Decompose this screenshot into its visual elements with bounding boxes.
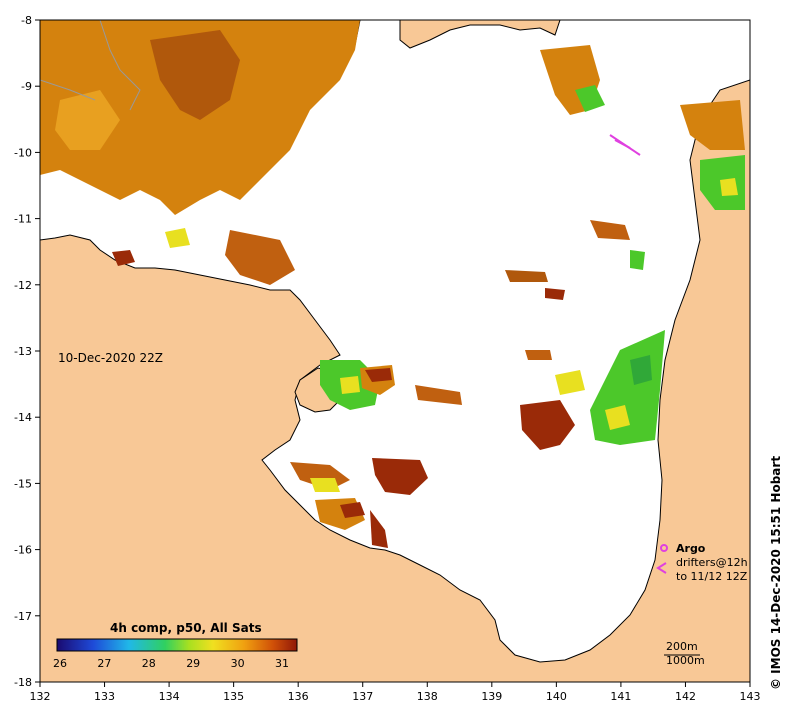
sst-patches (40, 20, 745, 548)
lat-tick-label: -18 (14, 676, 32, 689)
lon-tick-label: 141 (610, 690, 631, 703)
lon-tick-label: 138 (417, 690, 438, 703)
lon-tick-label: 137 (352, 690, 373, 703)
colorbar-tick-label: 26 (53, 657, 67, 670)
lon-tick-label: 142 (675, 690, 696, 703)
lon-tick-label: 140 (546, 690, 567, 703)
lat-tick-label: -17 (14, 610, 32, 623)
drifters-line2: to 11/12 12Z (676, 570, 748, 583)
argo-tracks (609, 134, 641, 156)
lon-tick-label: 136 (288, 690, 309, 703)
colorbar-title: 4h comp, p50, All Sats (110, 621, 262, 635)
drifter-marker (656, 562, 667, 574)
drifters-line1: drifters@12h (676, 556, 748, 569)
contour-1000m: 1000m (666, 654, 705, 667)
lat-tick-label: -16 (14, 544, 32, 557)
argo-marker (660, 544, 668, 552)
colorbar-tick-label: 31 (275, 657, 289, 670)
colorbar-tick-label: 28 (142, 657, 156, 670)
lat-tick-label: -9 (21, 80, 32, 93)
lat-tick-label: -12 (14, 279, 32, 292)
colorbar-ticks: 26 27 28 29 30 31 (53, 657, 289, 670)
lon-tick-label: 139 (481, 690, 502, 703)
lat-tick-label: -10 (14, 146, 32, 159)
lon-tick-label: 135 (223, 690, 244, 703)
lon-tick-label: 132 (30, 690, 51, 703)
credit-label: © IMOS 14-Dec-2020 15:51 Hobart (769, 456, 783, 690)
latitude-axis: -8 -9 -10 -11 -12 -13 -14 -15 -16 -17 -18 (14, 14, 40, 689)
timestamp-label: 10-Dec-2020 22Z (58, 351, 163, 365)
colorbar-tick-label: 29 (186, 657, 200, 670)
lon-tick-label: 143 (740, 690, 761, 703)
river-lines (40, 20, 141, 111)
colorbar-tick-label: 27 (97, 657, 111, 670)
colorbar-tick-label: 30 (231, 657, 245, 670)
lat-tick-label: -14 (14, 411, 32, 424)
top-land (399, 20, 561, 49)
lat-tick-label: -8 (21, 14, 32, 27)
lat-tick-label: -11 (14, 213, 32, 226)
argo-label: Argo (676, 542, 706, 555)
colorbar (56, 638, 298, 652)
lon-tick-label: 133 (94, 690, 115, 703)
lat-tick-label: -13 (14, 345, 32, 358)
contour-200m: 200m (666, 640, 698, 653)
longitude-axis: 132 133 134 135 136 137 138 139 140 141 142 143 (30, 682, 761, 703)
lon-tick-label: 134 (159, 690, 180, 703)
lat-tick-label: -15 (14, 477, 32, 490)
